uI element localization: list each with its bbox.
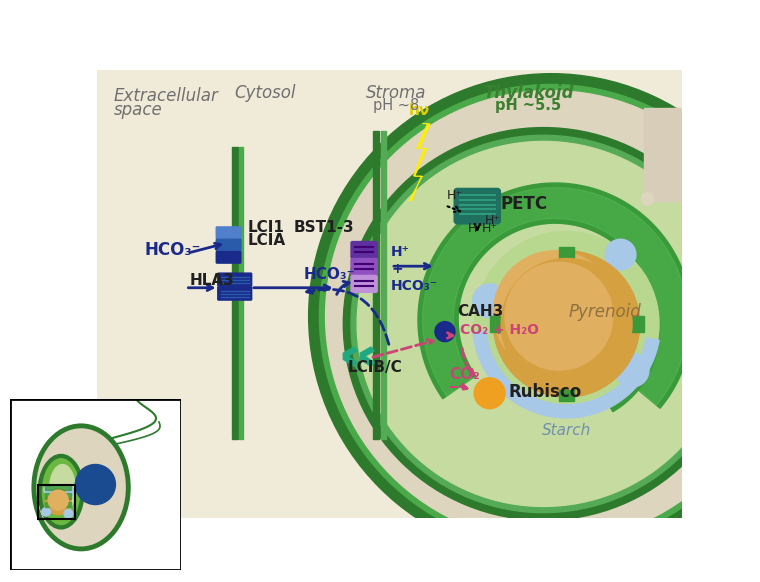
Circle shape: [75, 464, 116, 505]
Polygon shape: [549, 309, 600, 361]
Text: pH ~8: pH ~8: [372, 98, 419, 112]
Text: CO₂ + H₂O: CO₂ + H₂O: [461, 323, 540, 337]
Circle shape: [474, 378, 505, 409]
FancyBboxPatch shape: [218, 287, 252, 300]
Circle shape: [493, 251, 616, 374]
Ellipse shape: [38, 455, 84, 529]
Circle shape: [605, 239, 636, 270]
Polygon shape: [409, 124, 430, 201]
Text: HCO₃⁻: HCO₃⁻: [303, 267, 355, 282]
Text: H⁺: H⁺: [446, 189, 463, 202]
Text: HCO₃⁻: HCO₃⁻: [144, 240, 201, 258]
Circle shape: [66, 487, 74, 496]
Bar: [46, 502, 71, 508]
Text: BST1-3: BST1-3: [293, 219, 354, 235]
Polygon shape: [423, 187, 688, 405]
Ellipse shape: [351, 135, 736, 513]
Text: Thylakoid: Thylakoid: [483, 84, 573, 102]
Bar: [381, 132, 385, 439]
Ellipse shape: [357, 141, 730, 506]
Text: Extracellular: Extracellular: [114, 87, 219, 105]
Text: LCI1: LCI1: [248, 221, 285, 235]
Bar: [372, 132, 379, 439]
Text: hν: hν: [409, 102, 430, 118]
Circle shape: [641, 193, 654, 205]
Text: Starch: Starch: [542, 423, 591, 438]
Text: pH ~5.5: pH ~5.5: [495, 98, 561, 112]
Text: LCIA: LCIA: [248, 233, 286, 247]
Bar: [489, 316, 644, 332]
Text: CAH3: CAH3: [458, 304, 504, 320]
FancyBboxPatch shape: [217, 227, 241, 239]
Text: H⁺
+
HCO₃⁻: H⁺ + HCO₃⁻: [391, 244, 439, 293]
Text: Cytosol: Cytosol: [234, 84, 296, 102]
Circle shape: [48, 490, 68, 510]
Text: H⁺: H⁺: [485, 214, 501, 227]
Polygon shape: [479, 244, 654, 407]
Circle shape: [505, 262, 613, 370]
Circle shape: [309, 74, 760, 559]
Ellipse shape: [36, 429, 125, 546]
Bar: [559, 247, 575, 401]
Polygon shape: [473, 331, 659, 418]
Text: CO₂: CO₂: [450, 367, 480, 382]
Polygon shape: [344, 347, 357, 366]
Polygon shape: [460, 225, 651, 381]
Text: H⁺: H⁺: [482, 222, 498, 235]
Circle shape: [325, 91, 760, 542]
Circle shape: [474, 232, 659, 416]
Circle shape: [44, 485, 52, 494]
Circle shape: [319, 84, 760, 548]
FancyBboxPatch shape: [217, 251, 241, 263]
Circle shape: [501, 258, 632, 389]
FancyBboxPatch shape: [217, 239, 241, 251]
FancyBboxPatch shape: [218, 273, 252, 286]
Bar: [644, 108, 686, 201]
Text: Pyrenoid: Pyrenoid: [568, 303, 641, 321]
Ellipse shape: [49, 464, 75, 513]
Polygon shape: [418, 183, 692, 408]
Polygon shape: [510, 275, 623, 381]
Text: HLA3: HLA3: [189, 273, 234, 288]
Text: space: space: [114, 101, 163, 119]
Circle shape: [493, 251, 640, 397]
FancyBboxPatch shape: [351, 258, 377, 275]
Bar: [46, 493, 71, 499]
FancyBboxPatch shape: [351, 275, 377, 292]
Polygon shape: [530, 288, 622, 382]
FancyBboxPatch shape: [454, 189, 500, 224]
Ellipse shape: [43, 459, 80, 524]
Bar: [232, 147, 238, 439]
Text: Stroma: Stroma: [366, 84, 426, 102]
Polygon shape: [525, 283, 627, 387]
Bar: [46, 484, 71, 490]
Bar: [239, 147, 243, 439]
Text: H⁺: H⁺: [468, 222, 484, 235]
Text: LCIB/C: LCIB/C: [347, 360, 402, 375]
Circle shape: [42, 508, 50, 516]
Circle shape: [473, 284, 506, 318]
Bar: [38, 484, 75, 519]
Polygon shape: [360, 347, 374, 366]
Text: Rubisco: Rubisco: [508, 383, 581, 401]
Circle shape: [615, 353, 649, 387]
FancyBboxPatch shape: [351, 242, 377, 258]
Circle shape: [435, 322, 455, 342]
Circle shape: [46, 489, 71, 514]
Ellipse shape: [344, 127, 744, 520]
Text: PETC: PETC: [500, 194, 547, 212]
Circle shape: [64, 509, 73, 518]
Polygon shape: [474, 239, 659, 411]
